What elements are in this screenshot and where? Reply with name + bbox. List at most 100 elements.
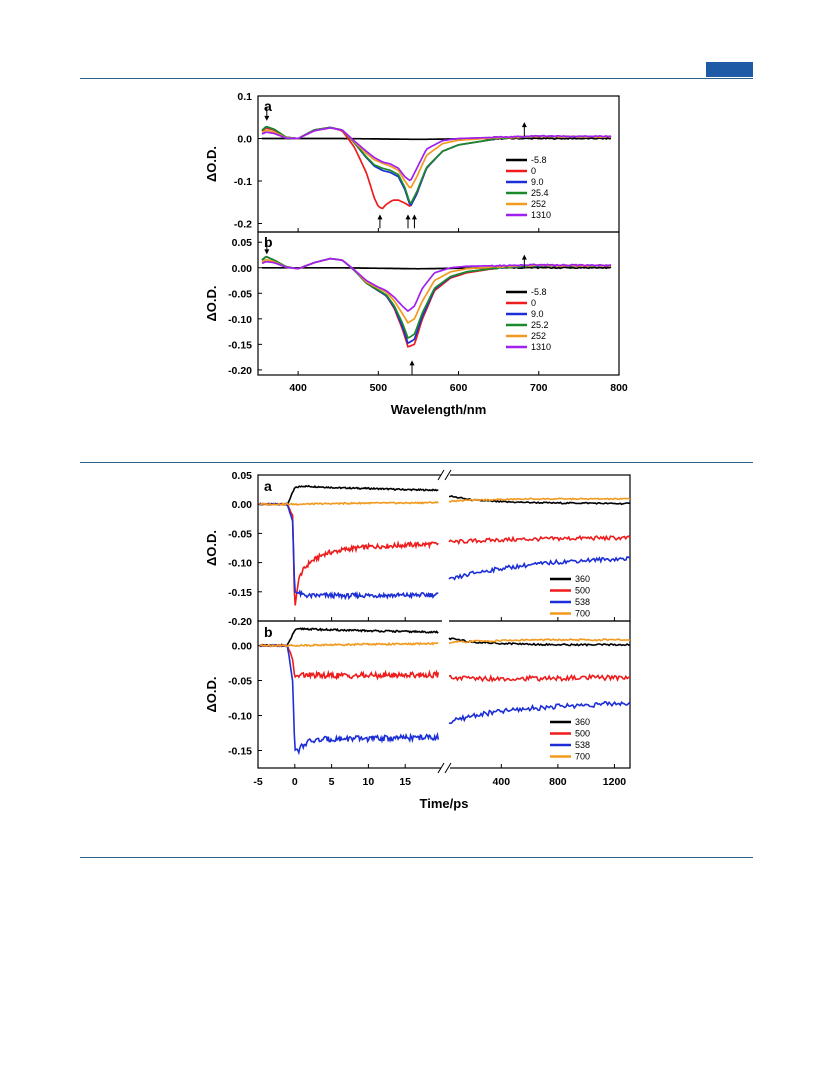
panel-b-frame bbox=[257, 231, 620, 376]
ytick-label: -0.2 bbox=[234, 219, 252, 231]
panel-label: a bbox=[264, 478, 272, 494]
ytick-label: -0.05 bbox=[228, 288, 252, 300]
legend-label: 9.0 bbox=[531, 177, 544, 187]
legend-label: 360 bbox=[575, 574, 590, 584]
panel-label: b bbox=[264, 624, 273, 640]
legend-label: -5.8 bbox=[531, 287, 547, 297]
legend-label: 25.2 bbox=[531, 320, 549, 330]
series-line-1310 bbox=[261, 127, 612, 182]
xtick-label: 10 bbox=[363, 776, 375, 788]
series-early-538 bbox=[259, 502, 439, 601]
series-early-500 bbox=[259, 502, 439, 606]
legend-label: 538 bbox=[575, 740, 590, 750]
ytick-label: 0.05 bbox=[232, 470, 253, 482]
arrow-head bbox=[264, 249, 270, 255]
y-axis-label: ΔO.D. bbox=[204, 530, 219, 566]
xtick-label: 400 bbox=[289, 382, 307, 394]
ytick-label: 0.00 bbox=[232, 641, 253, 653]
arrow-head bbox=[377, 214, 383, 220]
series-late-500 bbox=[448, 673, 631, 683]
axis-break-gap bbox=[441, 471, 450, 479]
arrow-head bbox=[264, 115, 270, 121]
xtick-label: -5 bbox=[253, 776, 262, 788]
xtick-label: 15 bbox=[399, 776, 411, 788]
ytick-label: -0.20 bbox=[228, 365, 252, 377]
legend-label: 1310 bbox=[531, 342, 551, 352]
middle-rule bbox=[80, 462, 753, 463]
axis-break-gap bbox=[442, 619, 449, 623]
legend-label: 700 bbox=[575, 752, 590, 762]
top-rule bbox=[80, 78, 753, 79]
xtick-label: 0 bbox=[292, 776, 298, 788]
series-early-360 bbox=[258, 627, 439, 648]
axis-break-gap bbox=[441, 764, 450, 772]
xtick-label: 800 bbox=[549, 776, 567, 788]
y-axis-label: ΔO.D. bbox=[204, 285, 219, 321]
ytick-label: -0.10 bbox=[228, 558, 252, 570]
legend-label: 252 bbox=[531, 199, 546, 209]
xtick-label: 700 bbox=[530, 382, 548, 394]
ytick-label: 0.1 bbox=[237, 91, 252, 103]
panel-label: a bbox=[264, 98, 272, 114]
legend-label: 252 bbox=[531, 331, 546, 341]
ytick-label: 0.05 bbox=[232, 237, 253, 249]
axis-break-mark bbox=[437, 762, 445, 774]
series-late-500 bbox=[448, 534, 631, 546]
arrow-head bbox=[409, 360, 415, 366]
x-axis-label: Time/ps bbox=[420, 796, 469, 811]
xtick-label: 800 bbox=[610, 382, 628, 394]
arrow-head bbox=[405, 214, 411, 220]
xtick-label: 400 bbox=[493, 776, 511, 788]
ytick-label: 0.0 bbox=[237, 134, 252, 146]
series-late-700 bbox=[448, 638, 631, 644]
x-axis-label: Wavelength/nm bbox=[391, 402, 487, 417]
axis-break-mark bbox=[444, 762, 452, 774]
series-late-538 bbox=[448, 700, 631, 725]
xtick-label: 5 bbox=[329, 776, 335, 788]
series-late-538 bbox=[448, 555, 631, 581]
ytick-label: -0.1 bbox=[234, 176, 252, 188]
arrow-head bbox=[521, 122, 527, 128]
xtick-label: 600 bbox=[450, 382, 468, 394]
series-early-360 bbox=[258, 484, 439, 506]
series-late-700 bbox=[448, 497, 631, 503]
arrow-head bbox=[411, 214, 417, 220]
ytick-label: -0.15 bbox=[228, 587, 252, 599]
series-late-360 bbox=[448, 637, 631, 647]
series-early-538 bbox=[259, 643, 440, 756]
ytick-label: -0.05 bbox=[228, 676, 252, 688]
series-line--5.8 bbox=[262, 266, 612, 270]
series-line-1310 bbox=[261, 257, 612, 313]
legend-label: 500 bbox=[575, 729, 590, 739]
series-early-500 bbox=[259, 643, 440, 681]
xtick-label: 1200 bbox=[603, 776, 627, 788]
ytick-label: -0.10 bbox=[228, 711, 252, 723]
legend-label: 360 bbox=[575, 717, 590, 727]
axis-break-mark bbox=[437, 469, 445, 481]
series-early-700 bbox=[259, 641, 439, 648]
ytick-label: -0.20 bbox=[228, 616, 252, 628]
legend-label: -5.8 bbox=[531, 155, 547, 165]
series-line--5.8 bbox=[262, 137, 612, 141]
ytick-label: -0.10 bbox=[228, 314, 252, 326]
y-axis-label: ΔO.D. bbox=[204, 146, 219, 182]
bottom-rule bbox=[80, 857, 753, 858]
arrow-head bbox=[521, 254, 527, 260]
ytick-label: -0.15 bbox=[228, 746, 252, 758]
y-axis-label: ΔO.D. bbox=[204, 676, 219, 712]
panel-label: b bbox=[264, 234, 273, 250]
legend-label: 25.4 bbox=[531, 188, 549, 198]
legend-label: 538 bbox=[575, 597, 590, 607]
ytick-label: -0.15 bbox=[228, 339, 252, 351]
page-tab-marker bbox=[706, 62, 753, 77]
legend-label: 500 bbox=[575, 586, 590, 596]
series-early-700 bbox=[259, 500, 439, 507]
ytick-label: -0.05 bbox=[228, 528, 252, 540]
legend-label: 700 bbox=[575, 609, 590, 619]
legend-label: 1310 bbox=[531, 210, 551, 220]
axis-break-mark bbox=[444, 469, 452, 481]
xtick-label: 500 bbox=[370, 382, 388, 394]
legend-label: 9.0 bbox=[531, 309, 544, 319]
